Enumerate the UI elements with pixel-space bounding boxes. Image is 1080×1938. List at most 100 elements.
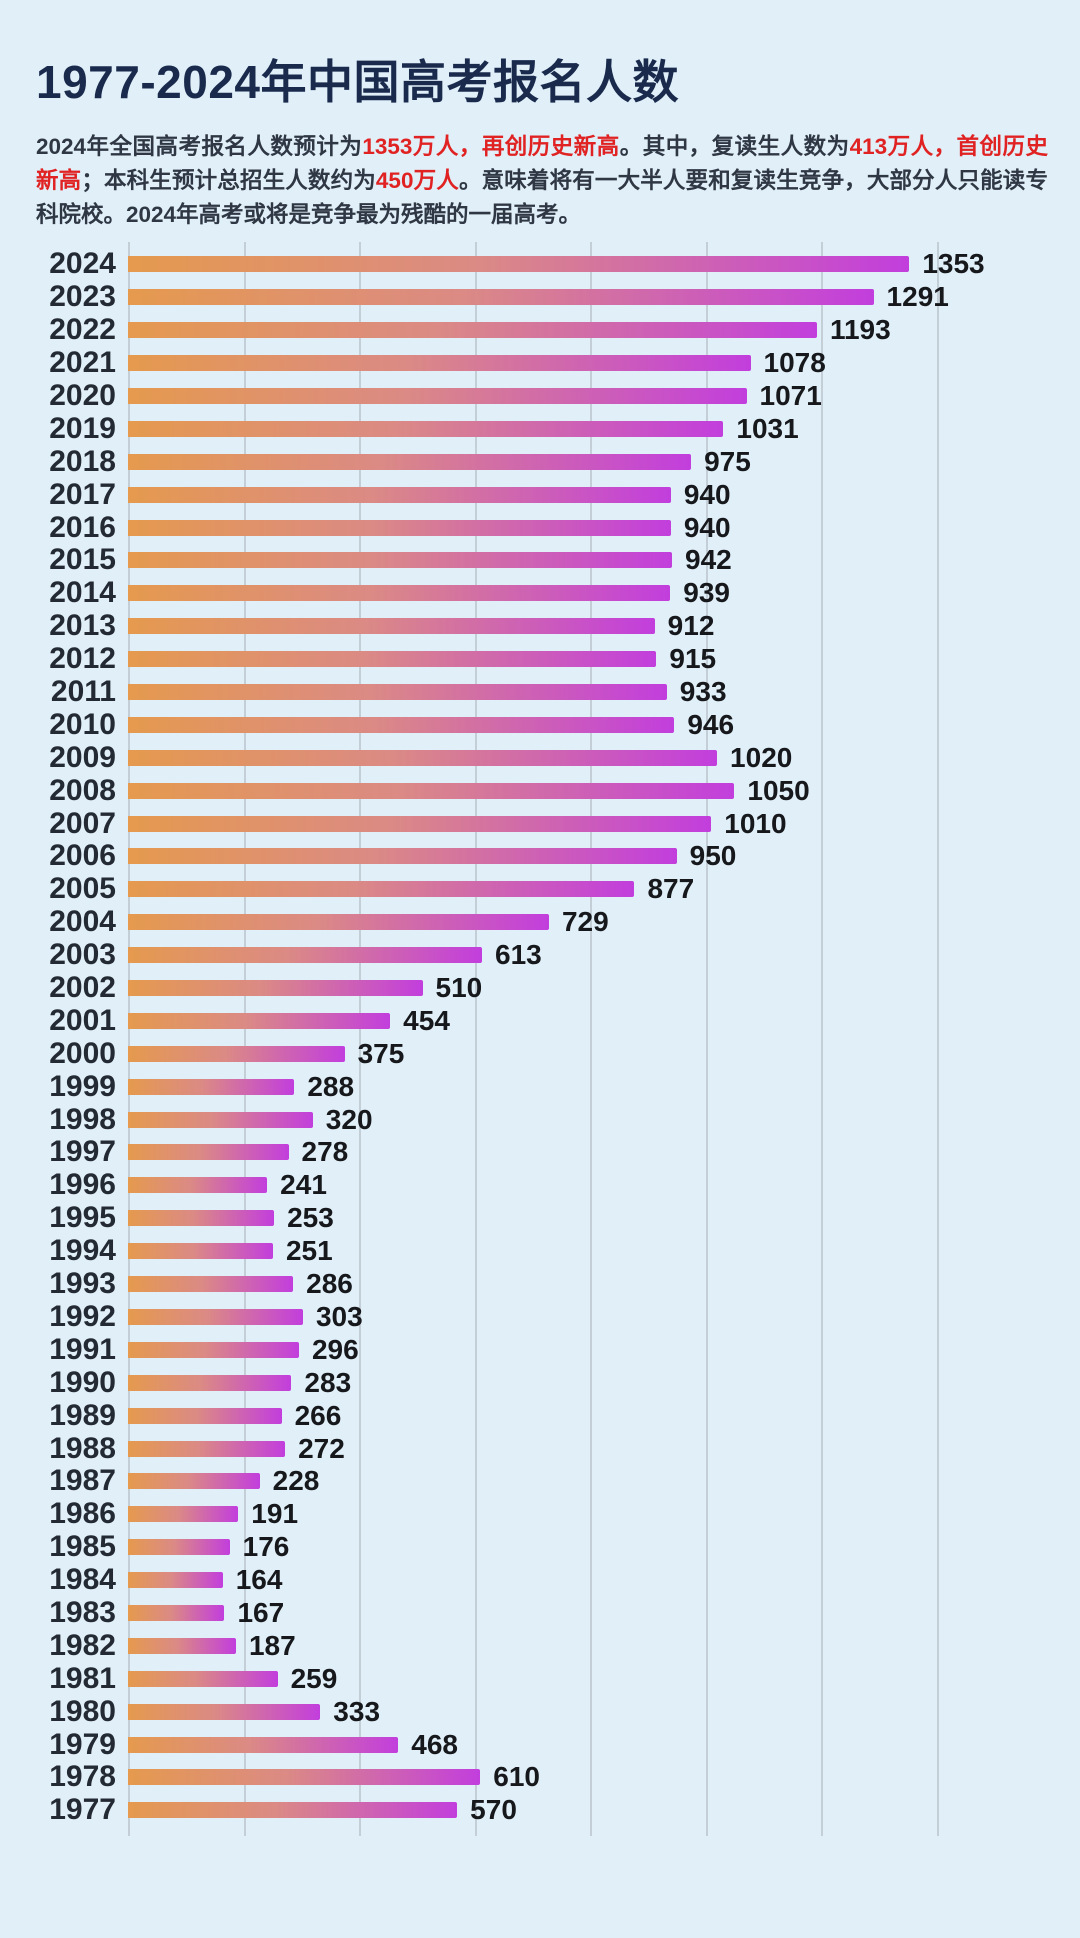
- year-label: 1993: [49, 1267, 116, 1301]
- chart-row: 1980 333: [36, 1695, 1044, 1728]
- value-label: 877: [647, 873, 695, 905]
- plot-area: 320: [128, 1103, 1044, 1136]
- chart-row: 2019 1031: [36, 412, 1044, 445]
- plot-area: 940: [128, 511, 1044, 544]
- value-label: 933: [679, 676, 727, 708]
- year-label: 2020: [49, 379, 116, 412]
- year-label: 1994: [49, 1234, 116, 1268]
- chart-row: 2023 1291: [36, 281, 1044, 314]
- year-label: 1981: [49, 1661, 116, 1695]
- value-label: 570: [470, 1794, 517, 1826]
- value-label: 1071: [759, 380, 822, 411]
- plot-area: 251: [128, 1235, 1044, 1268]
- plot-area: 1050: [128, 774, 1044, 807]
- plot-area: 1193: [128, 314, 1044, 347]
- value-label: 940: [683, 511, 731, 543]
- bar: [128, 1341, 299, 1358]
- plot-area: 375: [128, 1037, 1044, 1070]
- gridline: [705, 242, 708, 1836]
- bar: [128, 1473, 260, 1490]
- plot-area: 228: [128, 1465, 1044, 1498]
- chart-row: 2000 375: [36, 1037, 1044, 1070]
- gridline: [474, 242, 477, 1836]
- plot-area: 950: [128, 840, 1044, 873]
- plot-area: 946: [128, 708, 1044, 741]
- year-label: 2013: [49, 609, 116, 643]
- bar: [128, 519, 671, 536]
- chart-row: 2017 940: [36, 478, 1044, 511]
- plot-area: 278: [128, 1136, 1044, 1169]
- bar: [128, 848, 677, 865]
- year-label: 2021: [49, 346, 116, 380]
- bar: [128, 1539, 230, 1556]
- plot-area: 191: [128, 1498, 1044, 1531]
- year-label: 2015: [49, 543, 116, 577]
- year-label: 1990: [49, 1365, 116, 1399]
- year-label: 2010: [49, 707, 116, 741]
- bar: [128, 749, 718, 766]
- bar: [128, 1243, 273, 1260]
- gaokao-registration-bar-chart: 2024 1353 2023 1291 2022 1193 2021 1078 2020 1071…: [36, 242, 1044, 1836]
- value-label: 1291: [886, 281, 949, 313]
- plot-area: 241: [128, 1169, 1044, 1202]
- chart-row: 1998 320: [36, 1103, 1044, 1136]
- value-label: 266: [294, 1399, 342, 1431]
- gridline: [821, 242, 823, 1836]
- year-label: 2008: [49, 773, 116, 807]
- bar: [128, 947, 482, 964]
- plot-area: 1353: [128, 248, 1044, 281]
- chart-row: 1983 167: [36, 1597, 1044, 1630]
- chart-row: 2013 912: [36, 610, 1044, 643]
- bar: [128, 1670, 278, 1687]
- bar: [128, 1374, 292, 1391]
- plot-area: 877: [128, 873, 1044, 906]
- value-label: 468: [411, 1728, 458, 1760]
- bar: [128, 453, 692, 470]
- year-label: 1992: [49, 1299, 116, 1333]
- year-label: 2009: [49, 740, 116, 774]
- chart-row: 2016 940: [36, 511, 1044, 544]
- subtitle-text: 。其中，复读生人数为: [619, 134, 850, 159]
- chart-row: 2022 1193: [36, 314, 1044, 347]
- plot-area: 942: [128, 544, 1044, 577]
- bar: [128, 782, 735, 799]
- chart-row: 2005 877: [36, 873, 1044, 906]
- value-label: 613: [495, 939, 542, 971]
- value-label: 272: [298, 1432, 345, 1464]
- year-label: 1998: [49, 1102, 116, 1136]
- gridline: [590, 242, 592, 1836]
- subtitle: 2024年全国高考报名人数预计为1353万人，再创历史新高。其中，复读生人数为4…: [36, 130, 1048, 232]
- year-label: 2024: [49, 247, 116, 281]
- value-label: 912: [667, 610, 715, 642]
- bar: [128, 1078, 295, 1095]
- gridline: [936, 242, 939, 1836]
- year-label: 2016: [49, 510, 116, 544]
- year-label: 1987: [49, 1464, 116, 1498]
- bar: [128, 486, 671, 503]
- plot-area: 510: [128, 972, 1044, 1005]
- value-label: 610: [493, 1761, 540, 1793]
- year-label: 2003: [49, 938, 116, 972]
- bar: [128, 1802, 458, 1819]
- bar: [128, 355, 751, 372]
- value-label: 164: [235, 1564, 283, 1596]
- plot-area: 253: [128, 1202, 1044, 1235]
- year-label: 2004: [49, 905, 116, 939]
- year-label: 1979: [49, 1727, 116, 1761]
- bar: [128, 914, 549, 931]
- chart-row: 1986 191: [36, 1498, 1044, 1531]
- value-label: 251: [285, 1235, 333, 1267]
- plot-area: 940: [128, 478, 1044, 511]
- year-label: 2002: [49, 971, 116, 1005]
- gridline: [243, 242, 246, 1836]
- value-label: 278: [301, 1136, 349, 1168]
- plot-area: 288: [128, 1070, 1044, 1103]
- bar: [128, 1506, 239, 1523]
- value-label: 259: [290, 1662, 338, 1694]
- subtitle-highlight: 1353万人，再创历史新高: [362, 134, 620, 159]
- value-label: 253: [287, 1202, 334, 1234]
- value-label: 946: [687, 708, 735, 740]
- bar: [128, 1440, 286, 1457]
- chart-row: 2009 1020: [36, 741, 1044, 774]
- bar: [128, 1703, 321, 1720]
